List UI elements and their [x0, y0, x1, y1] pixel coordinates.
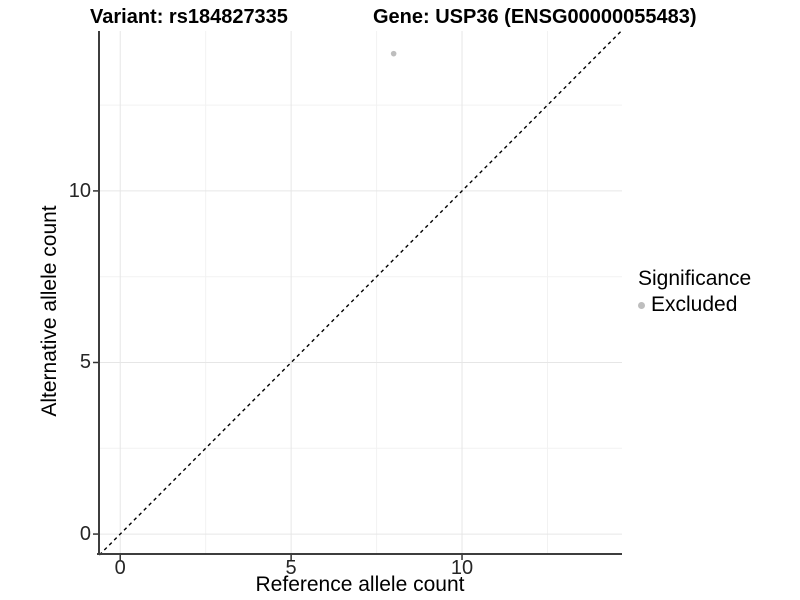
- legend-item-label: Excluded: [651, 293, 738, 316]
- x-tick-label: 5: [285, 557, 297, 579]
- legend-title: Significance: [638, 267, 752, 290]
- legend: Significance Excluded: [638, 266, 751, 318]
- scatter-plot-canvas: [93, 30, 622, 560]
- plot-panel: [93, 30, 622, 560]
- y-tick-label: 5: [79, 351, 91, 374]
- variant-title: Variant: rs184827335: [90, 6, 288, 28]
- y-tick-label: 10: [68, 179, 91, 202]
- gene-title: Gene: USP36 (ENSG00000055483): [373, 6, 697, 28]
- x-axis-title: Reference allele count: [255, 573, 465, 596]
- x-tick-label: 10: [450, 557, 474, 579]
- y-tick-label: 0: [79, 523, 91, 546]
- x-tick-label: 0: [114, 557, 126, 579]
- data-point: [390, 50, 397, 57]
- legend-item-excluded: Excluded: [638, 292, 751, 318]
- legend-key-dot-icon: [638, 301, 645, 309]
- y-axis-title: Alternative allele count: [38, 205, 61, 417]
- identity-dashed-line: [98, 30, 622, 556]
